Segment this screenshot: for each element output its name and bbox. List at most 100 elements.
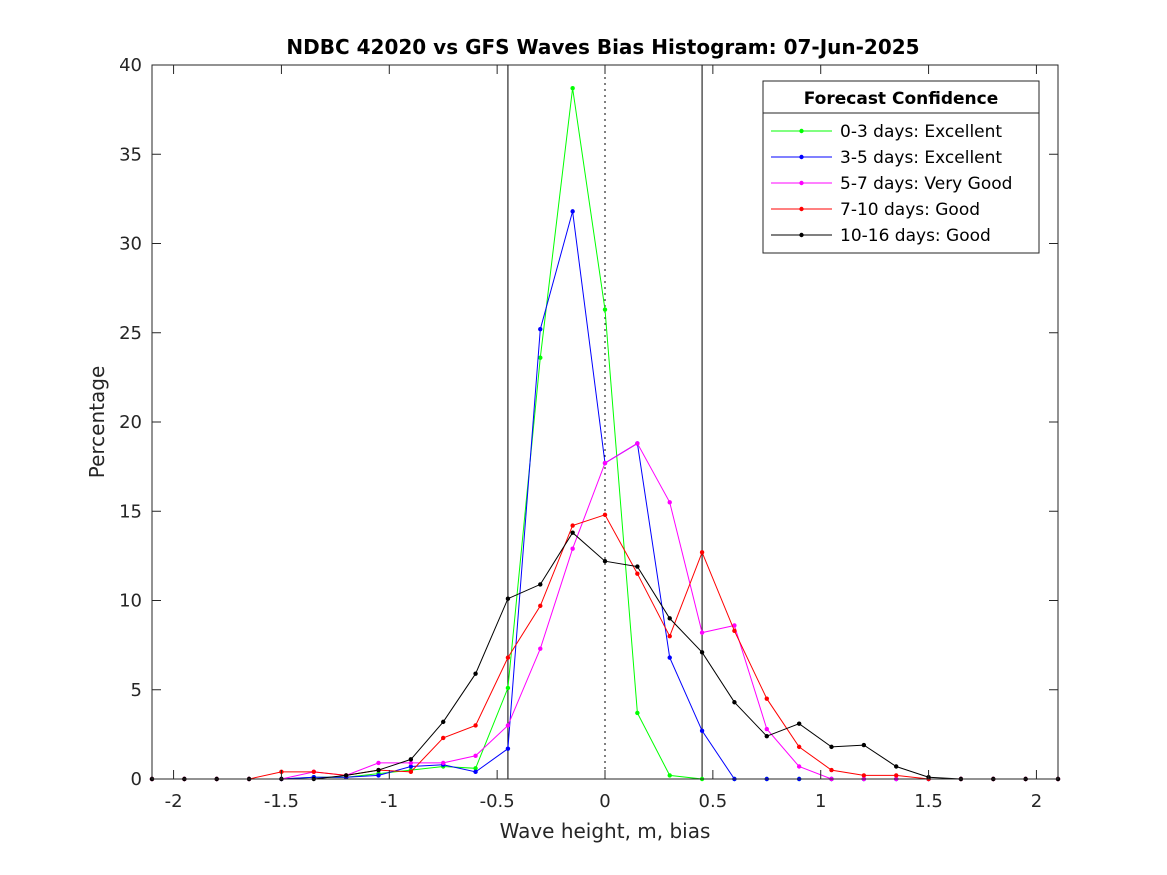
series-1-point [473, 766, 478, 771]
series-3-point [764, 726, 769, 732]
y-tick-label: 10 [119, 591, 142, 612]
x-tick-label: 1.5 [914, 791, 943, 812]
series-1-point [570, 86, 575, 91]
x-tick-label: -0.5 [480, 791, 515, 812]
series-4-point [570, 523, 575, 528]
series-5-point [764, 733, 769, 739]
y-tick-label: 25 [119, 323, 142, 344]
series-4-point [408, 769, 414, 775]
series-3-point [408, 760, 414, 766]
x-tick-label: 0 [599, 791, 610, 812]
series-1-point [667, 773, 672, 778]
legend-label: 0-3 days: Excellent [840, 122, 1002, 142]
x-tick-label: -1 [380, 791, 398, 812]
series-5-point [602, 559, 608, 564]
series-5-point [796, 721, 802, 726]
series-1-point [505, 685, 511, 691]
x-tick-label: -1.5 [264, 791, 299, 812]
legend-entry-3: 5-7 days: Very Good [771, 174, 1012, 194]
legend-label: 10-16 days: Good [840, 226, 991, 246]
series-3-point [376, 760, 381, 766]
series-4-point [602, 512, 608, 518]
y-tick-label: 0 [131, 769, 142, 790]
series-4-point [861, 773, 867, 778]
series-4-point [505, 655, 511, 660]
series-4-point [538, 603, 543, 609]
reference-lines [507, 65, 703, 779]
series-1-point [602, 307, 608, 312]
series-3-point [473, 753, 478, 758]
series-5-point [473, 671, 478, 676]
series-5-point [667, 616, 672, 621]
series-5-point [376, 767, 381, 773]
y-tick-label: 5 [131, 680, 142, 701]
series-4-point [635, 571, 640, 576]
legend-title: Forecast Confidence [804, 89, 999, 109]
legend-swatch-marker [799, 128, 804, 134]
legend-label: 7-10 days: Good [840, 200, 980, 220]
legend-entry-4: 7-10 days: Good [771, 200, 980, 220]
legend-swatch-marker [799, 206, 804, 212]
legend-entry-1: 0-3 days: Excellent [771, 122, 1002, 142]
x-tick-label: -2 [165, 791, 183, 812]
y-tick-label: 40 [119, 55, 142, 76]
y-tick-label: 15 [119, 501, 142, 522]
series-3-point [602, 460, 608, 466]
series-3-point [732, 623, 737, 628]
y-tick-label: 20 [119, 412, 142, 433]
series-4-point [764, 696, 769, 701]
series-5-point [408, 757, 414, 762]
series-2-point [667, 655, 672, 660]
legend: Forecast Confidence 0-3 days: Excellent 3… [762, 80, 1040, 254]
series-5-point [829, 744, 834, 750]
series-2-point [570, 209, 575, 214]
series-3-point [570, 546, 575, 551]
series-1-point [538, 355, 543, 360]
y-tick-label: 30 [119, 234, 142, 255]
series-2-point [473, 769, 478, 775]
series-4-point [829, 767, 834, 773]
x-tick-label: 1 [815, 791, 826, 812]
series-4-point [699, 550, 705, 555]
series-3-point [796, 764, 802, 769]
series-4-point [732, 628, 737, 634]
series-5-point [570, 530, 575, 535]
series-4-point [441, 735, 446, 741]
series-4-point [311, 769, 316, 775]
series-3-point [635, 441, 640, 446]
series-4-point [473, 723, 478, 728]
series-5 [149, 530, 1061, 782]
series-2-point [538, 326, 543, 332]
legend-entry-2: 3-5 days: Excellent [771, 148, 1002, 168]
series-5-point [505, 596, 511, 601]
series-4-point [796, 744, 802, 750]
series-3-point [505, 723, 511, 728]
series-5-point [538, 582, 543, 587]
legend-swatch-marker [799, 154, 804, 160]
legend-entry-5: 10-16 days: Good [771, 226, 991, 246]
y-axis-title: Percentage [85, 366, 109, 479]
series-3-point [538, 646, 543, 651]
series-5-point [861, 742, 867, 748]
legend-entries: 0-3 days: Excellent 3-5 days: Excellent 5-… [771, 122, 1012, 246]
x-axis-title: Wave height, m, bias [500, 819, 711, 843]
series-4-point [667, 634, 672, 639]
x-tick-label: 2 [1031, 791, 1042, 812]
series-5-point [699, 650, 705, 655]
series-2-point [699, 728, 705, 734]
legend-label: 3-5 days: Excellent [840, 148, 1002, 168]
legend-swatch-marker [799, 232, 804, 238]
series-4-point [894, 773, 899, 778]
series-2-point [408, 764, 414, 769]
series-5-point [894, 764, 899, 769]
series-5-point [441, 719, 446, 725]
series-3-point [441, 760, 446, 766]
series-2-point [505, 746, 511, 751]
legend-label: 5-7 days: Very Good [840, 174, 1012, 194]
legend-box [762, 80, 1040, 254]
series-5-point [635, 564, 640, 569]
series-1-point [635, 710, 640, 716]
series-5-point [732, 700, 737, 705]
